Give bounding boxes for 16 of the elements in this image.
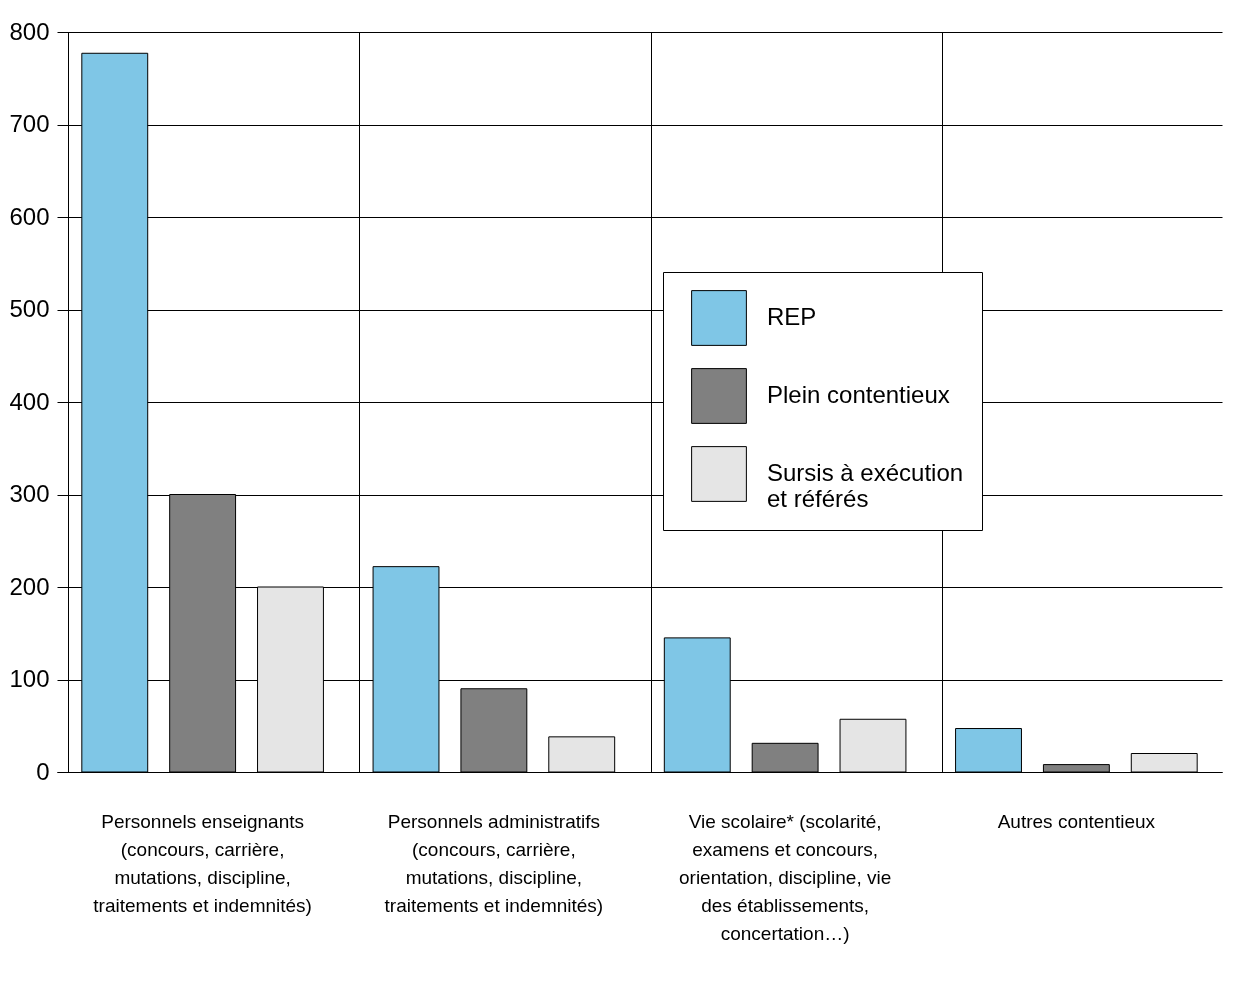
y-tick-label: 600	[9, 202, 50, 230]
x-tick-label: Autres contentieux	[997, 810, 1156, 832]
y-tick-label: 300	[9, 480, 50, 507]
y-tick-label: 500	[9, 295, 50, 322]
legend-label: Sursis à exécution et référés	[767, 459, 964, 512]
legend-label: REP	[767, 303, 817, 330]
y-tick-label: 700	[9, 110, 50, 137]
x-tick-label: Vie scolaire* (scolarité, examens et concours, orientation, discipline, vie des établissements, concertation…)	[678, 810, 892, 944]
y-tick-label: 400	[9, 387, 50, 415]
x-tick-label: Personnels administratifs (concours, carrière, mutations, discipline, traitements et indemnités)	[384, 810, 604, 916]
y-tick-label: 100	[9, 665, 50, 692]
x-tick-label: Personnels enseignants (concours, carrière, mutations, discipline, traitements et indemnités)	[93, 810, 312, 916]
y-tick-label: 200	[9, 572, 50, 600]
y-tick-label: 0	[36, 757, 50, 785]
y-tick-label: 800	[9, 17, 50, 45]
legend-label: Plein contentieux	[767, 381, 950, 408]
